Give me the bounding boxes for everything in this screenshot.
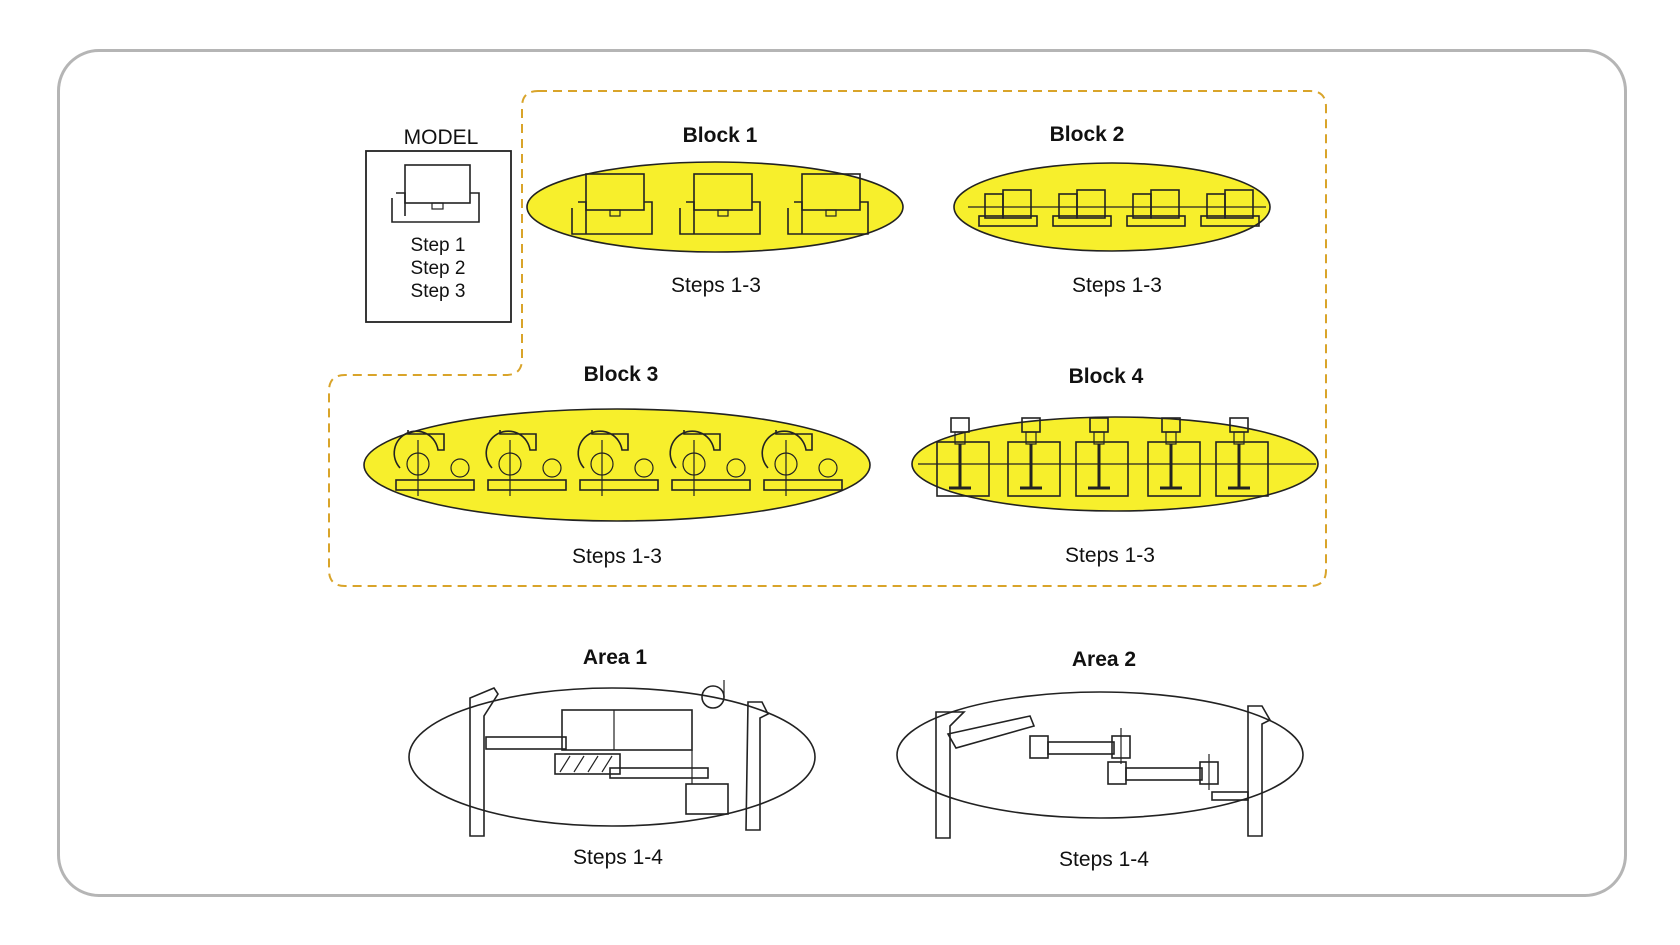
block-4-title: Block 4 — [1069, 365, 1144, 388]
area-2-steps: Steps 1-4 — [1059, 848, 1149, 871]
block-2-unit — [1052, 189, 1112, 227]
area-2-title: Area 2 — [1072, 648, 1136, 671]
block-4: Block 4 Steps 1-3 — [911, 365, 1319, 567]
blocks-dashed-outline — [328, 90, 1327, 587]
model-step-2: Step 2 — [411, 258, 466, 279]
block-3-fan — [669, 430, 751, 496]
block-4-pump — [1007, 417, 1061, 497]
block-3-fan — [485, 430, 567, 496]
block-3-title: Block 3 — [584, 363, 659, 386]
model-title: MODEL — [404, 126, 479, 149]
model-step-3: Step 3 — [411, 281, 466, 302]
area-1-title: Area 1 — [583, 646, 648, 669]
model-box: MODEL Step 1 Step 2 Step 3 — [365, 126, 512, 323]
area-2-equipment — [935, 705, 1272, 839]
block-4-steps: Steps 1-3 — [1065, 544, 1155, 567]
block-4-pump — [1075, 417, 1129, 497]
area-2-outline — [896, 691, 1304, 819]
model-step-1: Step 1 — [411, 235, 466, 256]
block-2-title: Block 2 — [1050, 123, 1125, 146]
block-3-highlight — [363, 408, 871, 522]
block-3-fan — [577, 430, 659, 496]
model-machine-icon — [391, 164, 480, 223]
block-2: Block 2 Steps 1-3 — [953, 123, 1271, 297]
block-4-pump — [1215, 417, 1269, 497]
area-1-outline — [408, 687, 816, 827]
block-4-pump — [936, 417, 990, 497]
block-1: Block 1 Steps 1-3 — [526, 124, 904, 297]
block-2-unit — [1200, 189, 1260, 227]
area-2: Area 2 Steps 1-4 — [896, 648, 1304, 871]
area-1-equipment — [469, 680, 770, 837]
area-1: Area 1 Steps 1-4 — [408, 646, 816, 869]
diagram-frame — [57, 49, 1627, 897]
block-4-pump — [1147, 417, 1201, 497]
block-1-highlight — [526, 161, 904, 253]
block-2-unit — [1126, 189, 1186, 227]
block-1-machine — [787, 173, 869, 235]
block-1-machine — [679, 173, 761, 235]
block-1-title: Block 1 — [683, 124, 758, 147]
area-1-steps: Steps 1-4 — [573, 846, 663, 869]
block-1-machine — [571, 173, 653, 235]
block-3-fan — [761, 430, 843, 496]
block-3-fan — [393, 430, 475, 496]
block-3-steps: Steps 1-3 — [572, 545, 662, 568]
block-2-steps: Steps 1-3 — [1072, 274, 1162, 297]
block-2-unit — [978, 189, 1038, 227]
block-1-steps: Steps 1-3 — [671, 274, 761, 297]
block-3: Block 3 Steps 1-3 — [363, 363, 871, 568]
